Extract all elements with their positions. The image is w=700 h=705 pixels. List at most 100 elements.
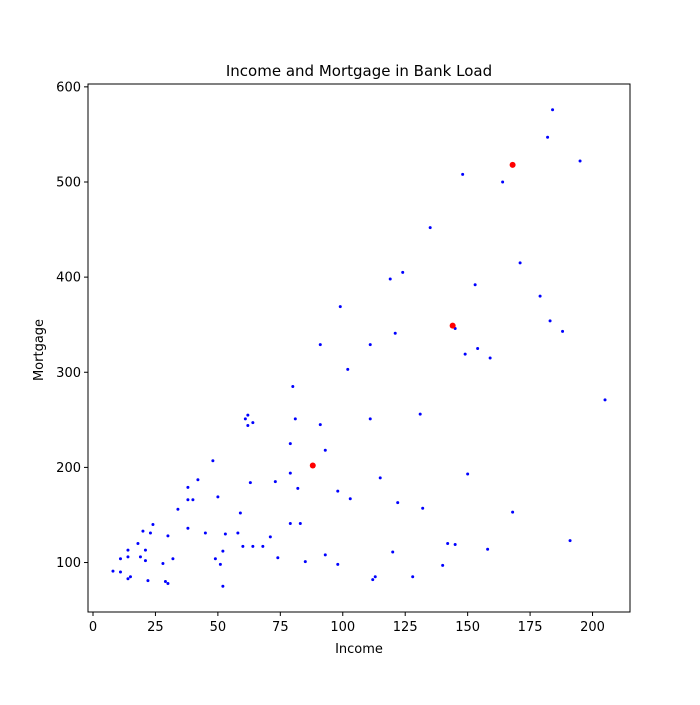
- data-point-45: [273, 480, 277, 484]
- data-point-24: [191, 498, 195, 502]
- y-axis-ticks: 100 200 300 400 500 600: [56, 80, 88, 571]
- data-point-0: [111, 569, 115, 573]
- data-point-93: [546, 135, 550, 139]
- x-tick-label: 50: [210, 620, 227, 635]
- data-point-47: [288, 442, 292, 446]
- data-point-55: [318, 423, 322, 427]
- data-point-72: [396, 501, 400, 505]
- data-points: [111, 108, 607, 588]
- data-point-2: [118, 557, 122, 561]
- data-point-4: [126, 577, 130, 581]
- data-point-21: [186, 485, 190, 489]
- data-point-59: [336, 489, 340, 493]
- data-point-16: [163, 580, 167, 584]
- chart-title: Income and Mortgage in Bank Load: [226, 62, 492, 80]
- data-point-34: [236, 531, 240, 535]
- data-point-78: [441, 563, 445, 567]
- data-point-53: [298, 522, 302, 526]
- data-point-95: [551, 108, 555, 112]
- data-point-61: [338, 305, 342, 309]
- data-point-79: [446, 542, 450, 545]
- data-point-18: [166, 534, 170, 538]
- data-point-60: [336, 562, 340, 566]
- y-tick-label: 200: [56, 461, 81, 476]
- data-point-44: [268, 535, 272, 539]
- data-point-52: [296, 486, 300, 490]
- data-point-65: [368, 417, 372, 421]
- data-point-85: [473, 283, 477, 287]
- data-point-56: [318, 343, 322, 347]
- x-tick-label: 175: [518, 620, 543, 635]
- x-tick-label: 200: [580, 620, 605, 635]
- y-tick-label: 100: [56, 556, 81, 571]
- data-point-41: [251, 421, 255, 425]
- data-point-62: [346, 367, 350, 371]
- data-point-68: [378, 476, 382, 480]
- data-point-29: [216, 495, 220, 499]
- data-point-99: [603, 398, 607, 402]
- data-point-26: [203, 531, 207, 535]
- data-point-7: [136, 542, 140, 545]
- data-point-17: [166, 581, 170, 585]
- data-point-3: [126, 555, 130, 559]
- y-axis-label: Mortgage: [32, 319, 47, 381]
- highlight-point-1: [449, 322, 456, 329]
- x-tick-label: 125: [393, 620, 418, 635]
- y-tick-label: 500: [56, 175, 81, 190]
- data-point-30: [218, 562, 222, 566]
- x-axis-label: Income: [335, 642, 383, 657]
- data-point-9: [141, 529, 145, 533]
- y-tick-label: 400: [56, 271, 81, 286]
- data-point-10: [143, 548, 147, 552]
- y-tick-label: 300: [56, 366, 81, 381]
- data-point-32: [221, 549, 225, 553]
- data-point-70: [391, 550, 395, 554]
- data-point-63: [348, 497, 352, 501]
- data-point-84: [466, 472, 470, 476]
- data-point-77: [428, 226, 432, 230]
- data-point-51: [293, 417, 297, 421]
- data-point-49: [288, 522, 292, 526]
- x-axis-ticks: 0 25 50 75 100 125 150 175 200: [89, 612, 605, 635]
- data-point-54: [303, 560, 307, 564]
- data-point-67: [373, 575, 377, 579]
- data-point-28: [213, 557, 217, 561]
- data-point-73: [401, 270, 405, 274]
- data-point-20: [176, 507, 180, 511]
- plot-frame: [87, 83, 631, 613]
- data-point-66: [371, 578, 375, 582]
- data-point-48: [288, 471, 292, 475]
- data-point-14: [151, 522, 155, 526]
- x-tick-label: 150: [455, 620, 480, 635]
- data-point-91: [518, 261, 522, 265]
- data-point-87: [486, 547, 490, 551]
- data-point-42: [251, 544, 255, 548]
- data-point-6: [128, 575, 132, 579]
- data-point-39: [246, 424, 250, 428]
- data-point-88: [488, 356, 492, 360]
- y-tick-label: 600: [56, 80, 81, 95]
- data-point-71: [393, 331, 397, 335]
- data-point-74: [411, 575, 415, 579]
- data-point-58: [323, 553, 327, 557]
- data-point-89: [501, 180, 505, 184]
- data-point-43: [261, 544, 265, 548]
- data-point-94: [548, 319, 552, 323]
- data-point-19: [171, 557, 175, 561]
- data-point-22: [186, 498, 190, 502]
- data-point-97: [568, 539, 572, 543]
- data-point-36: [241, 544, 245, 548]
- data-point-40: [248, 481, 252, 485]
- data-point-38: [246, 413, 250, 417]
- data-point-96: [561, 329, 565, 333]
- data-point-37: [243, 417, 247, 421]
- data-point-35: [238, 511, 242, 515]
- data-point-27: [211, 459, 215, 463]
- data-point-8: [138, 555, 142, 559]
- data-point-46: [276, 556, 280, 560]
- data-point-64: [368, 343, 372, 347]
- data-point-57: [323, 448, 327, 452]
